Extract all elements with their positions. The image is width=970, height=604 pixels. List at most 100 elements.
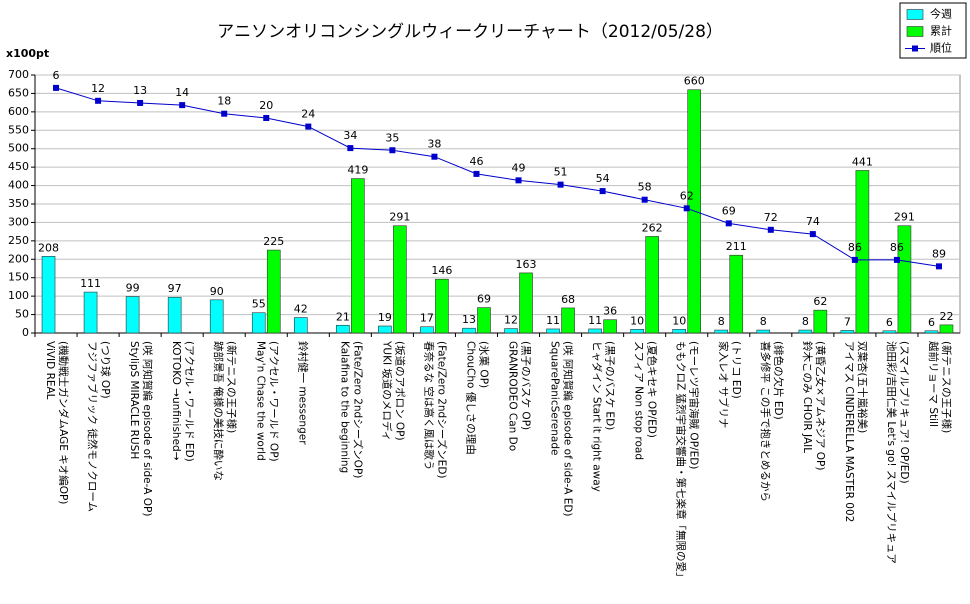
x-tick-label: ヒャダイン Start it right away (591, 341, 604, 492)
x-tick-label: May'n Chase the world (254, 341, 266, 461)
legend-label: 今週 (930, 7, 952, 21)
marker (137, 99, 144, 106)
data-label: 11 (588, 314, 602, 327)
data-label: 69 (722, 204, 736, 217)
y-tick-label: 650 (8, 86, 29, 99)
data-label: 19 (378, 311, 392, 324)
x-tick-label: (トリコ ED) (730, 341, 742, 399)
y-tick-label: 0 (22, 326, 29, 339)
data-label: 8 (760, 315, 767, 328)
marker (641, 196, 648, 203)
data-label: 208 (38, 241, 59, 254)
data-label: 20 (259, 99, 273, 112)
data-label: 11 (546, 314, 560, 327)
marker (221, 110, 228, 117)
bar (813, 309, 828, 334)
legend-swatch (906, 26, 924, 37)
bar (939, 324, 954, 334)
data-label: 51 (554, 166, 568, 179)
x-tick-label: (新テニスの王子様) (225, 341, 238, 433)
data-label: 211 (726, 240, 747, 253)
data-label: 146 (431, 264, 452, 277)
marker (389, 147, 396, 154)
x-tick-label: 双葉杏(五十嵐裕美) (856, 341, 869, 433)
y-tick-label: 550 (8, 123, 29, 136)
x-tick-label: (坂道のアポロン OP) (393, 341, 406, 441)
bar (840, 330, 855, 334)
data-label: 10 (672, 314, 686, 327)
bar (882, 330, 897, 334)
marker (809, 231, 816, 238)
x-tick-label: (モーレツ宇宙海賊 OP/ED) (688, 341, 701, 469)
marker (893, 256, 900, 263)
data-label: 35 (385, 131, 399, 144)
y-tick-label: 300 (8, 215, 29, 228)
data-label: 18 (217, 95, 231, 108)
y-tick-label: 400 (8, 179, 29, 192)
x-tick-label: 鈴木このみ CHOIR JAIL (801, 341, 814, 453)
bar (504, 328, 518, 334)
x-tick-label: (黒子のバスケ ED) (604, 341, 616, 430)
x-tick-label: スフィア Non stop road (633, 341, 645, 460)
y-tick-label: 450 (8, 160, 29, 173)
data-label: 54 (596, 172, 610, 185)
data-label: 72 (764, 211, 778, 224)
x-tick-label: GRANRODEO Can Do (507, 341, 519, 451)
data-label: 13 (133, 84, 147, 97)
data-label: 99 (126, 282, 140, 295)
data-label: 8 (802, 315, 809, 328)
data-label: 38 (427, 138, 441, 151)
marker (683, 205, 690, 212)
marker (431, 153, 438, 160)
bar (266, 249, 281, 334)
data-label: 12 (504, 314, 518, 327)
data-label: 62 (680, 189, 694, 202)
bar (462, 327, 476, 334)
legend-label: 順位 (930, 41, 952, 55)
x-tick-label: ももクロZ 猛烈宇宙交響曲・第七楽章「無限の愛」 (675, 341, 688, 583)
bar (209, 299, 224, 334)
bar (293, 317, 308, 334)
bar (630, 329, 644, 334)
data-label: 46 (469, 155, 483, 168)
data-label: 10 (630, 314, 644, 327)
bar (435, 278, 449, 334)
x-tick-label: ChouCho 優しさの理由 (464, 341, 477, 455)
data-label: 21 (336, 310, 350, 323)
data-label: 441 (852, 155, 873, 168)
data-label: 6 (928, 316, 935, 329)
x-tick-label: (つり球 OP) (99, 341, 112, 399)
data-label: 8 (718, 315, 725, 328)
x-tick-label: (氷菓 OP) (477, 341, 490, 388)
y-tick-label: 350 (8, 197, 29, 210)
x-tick-label: 越前リョーマ Still (927, 341, 940, 427)
bar (351, 178, 365, 334)
marker (515, 177, 522, 184)
bar (714, 329, 729, 334)
x-tick-label: (新テニスの王子様) (940, 341, 953, 433)
bar (672, 329, 687, 334)
bar (897, 225, 912, 334)
y-tick-label: 600 (8, 105, 29, 118)
data-label: 14 (175, 86, 189, 99)
x-tick-label: 春奈るな 空は高く風は歌う (422, 341, 435, 470)
bar (41, 256, 56, 334)
x-tick-label: Kalafina to the beginning (338, 341, 350, 473)
x-tick-label: (アクセル・ワールド OP) (267, 341, 279, 462)
data-label: 74 (806, 215, 820, 228)
bar (251, 312, 266, 334)
data-label: 36 (603, 305, 617, 318)
bar (83, 291, 98, 334)
data-label: 34 (343, 129, 357, 142)
x-tick-label: KOTOKO →unfinished→ (170, 341, 182, 461)
bar (477, 307, 491, 334)
x-tick-label: SquarePanicSerenade (549, 341, 561, 456)
y-axis-label: x100pt (6, 47, 49, 60)
x-tick-label: 鈴村健一 messenger (296, 341, 309, 445)
x-tick-label: (黒子のバスケ OP) (520, 341, 532, 430)
data-label: 660 (684, 75, 705, 88)
bar (729, 254, 744, 334)
data-label: 6 (886, 316, 893, 329)
marker (557, 181, 564, 188)
